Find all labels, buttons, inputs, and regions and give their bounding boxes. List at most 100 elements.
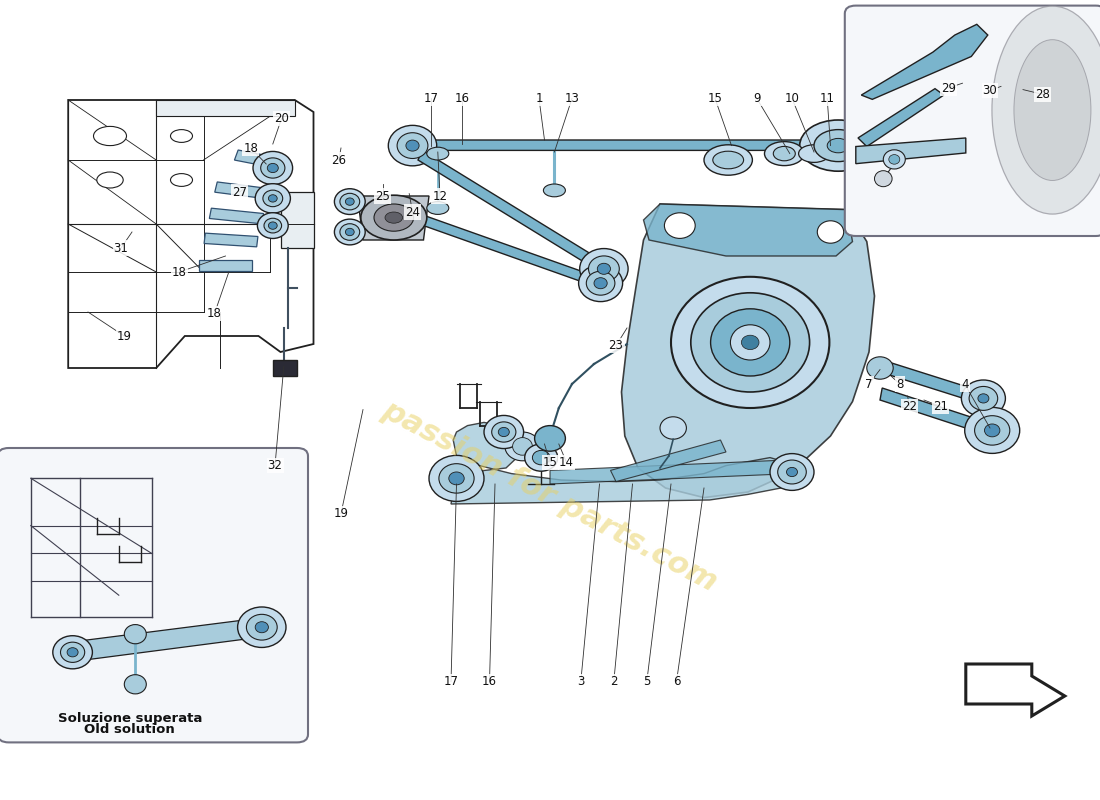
Text: 16: 16 (482, 675, 497, 688)
Polygon shape (610, 440, 726, 482)
Text: 16: 16 (454, 92, 470, 105)
Ellipse shape (800, 120, 877, 171)
Polygon shape (273, 360, 297, 376)
Ellipse shape (264, 218, 282, 233)
Ellipse shape (691, 293, 810, 392)
Ellipse shape (664, 213, 695, 238)
Ellipse shape (713, 151, 744, 169)
Ellipse shape (492, 422, 516, 442)
Polygon shape (156, 100, 295, 116)
Ellipse shape (965, 407, 1020, 454)
Ellipse shape (60, 642, 85, 662)
Ellipse shape (984, 424, 1000, 437)
Ellipse shape (586, 271, 615, 295)
FancyBboxPatch shape (845, 6, 1100, 236)
Ellipse shape (345, 198, 354, 206)
Polygon shape (407, 140, 840, 150)
Ellipse shape (124, 674, 146, 694)
Ellipse shape (253, 151, 293, 185)
Polygon shape (550, 460, 792, 484)
Ellipse shape (484, 415, 524, 449)
Ellipse shape (588, 256, 619, 282)
Ellipse shape (535, 426, 565, 451)
Text: 9: 9 (754, 92, 760, 105)
Ellipse shape (773, 146, 795, 161)
Text: 18: 18 (243, 142, 258, 154)
Polygon shape (880, 388, 992, 436)
Polygon shape (858, 89, 944, 146)
Ellipse shape (257, 213, 288, 238)
Ellipse shape (1014, 40, 1091, 181)
Text: 20: 20 (274, 112, 289, 125)
Text: 18: 18 (207, 307, 222, 320)
Text: 10: 10 (784, 92, 800, 105)
Ellipse shape (711, 309, 790, 376)
Ellipse shape (814, 130, 862, 162)
Ellipse shape (427, 202, 449, 214)
Text: 25: 25 (375, 190, 390, 202)
Text: 13: 13 (564, 92, 580, 105)
Ellipse shape (660, 417, 686, 439)
Ellipse shape (799, 145, 829, 162)
Polygon shape (966, 664, 1065, 716)
Text: 17: 17 (424, 92, 439, 105)
Text: 8: 8 (896, 378, 903, 390)
Ellipse shape (334, 189, 365, 214)
Polygon shape (67, 618, 264, 662)
Ellipse shape (406, 140, 419, 151)
Ellipse shape (597, 263, 611, 274)
Text: 18: 18 (172, 266, 187, 278)
Ellipse shape (883, 150, 905, 169)
Ellipse shape (263, 190, 283, 206)
Ellipse shape (498, 427, 509, 437)
Ellipse shape (170, 174, 192, 186)
Ellipse shape (429, 455, 484, 502)
Ellipse shape (961, 380, 1005, 417)
Ellipse shape (786, 467, 798, 477)
Ellipse shape (261, 158, 285, 178)
Polygon shape (856, 138, 966, 164)
Ellipse shape (778, 460, 806, 484)
Ellipse shape (449, 472, 464, 485)
Ellipse shape (741, 335, 759, 350)
Text: 19: 19 (117, 330, 132, 342)
Ellipse shape (246, 614, 277, 640)
Ellipse shape (255, 184, 290, 213)
Ellipse shape (361, 195, 427, 240)
Ellipse shape (53, 636, 92, 669)
Ellipse shape (397, 133, 428, 158)
Text: 23: 23 (608, 339, 624, 352)
Polygon shape (418, 150, 607, 274)
Ellipse shape (97, 172, 123, 188)
Text: 17: 17 (443, 675, 459, 688)
Text: 31: 31 (113, 242, 129, 254)
Text: 1: 1 (536, 92, 542, 105)
FancyBboxPatch shape (0, 448, 308, 742)
Ellipse shape (505, 432, 540, 461)
Polygon shape (234, 150, 289, 170)
Ellipse shape (671, 277, 829, 408)
Text: 15: 15 (707, 92, 723, 105)
Text: 19: 19 (333, 507, 349, 520)
Ellipse shape (67, 648, 78, 657)
Ellipse shape (525, 444, 558, 471)
Ellipse shape (268, 222, 277, 230)
Text: passion for parts.com: passion for parts.com (377, 395, 723, 597)
Ellipse shape (770, 454, 814, 490)
Text: 21: 21 (933, 400, 948, 413)
Text: 26: 26 (331, 154, 346, 166)
Ellipse shape (238, 607, 286, 647)
Ellipse shape (513, 438, 532, 455)
Polygon shape (644, 204, 852, 256)
Text: 29: 29 (940, 82, 956, 94)
Text: 32: 32 (267, 459, 283, 472)
Ellipse shape (704, 145, 752, 175)
Ellipse shape (580, 249, 628, 289)
Text: 7: 7 (866, 378, 872, 390)
Polygon shape (209, 208, 264, 224)
Ellipse shape (543, 184, 565, 197)
Ellipse shape (817, 221, 844, 243)
Polygon shape (861, 24, 988, 99)
Ellipse shape (579, 265, 623, 302)
Text: 6: 6 (673, 675, 680, 688)
